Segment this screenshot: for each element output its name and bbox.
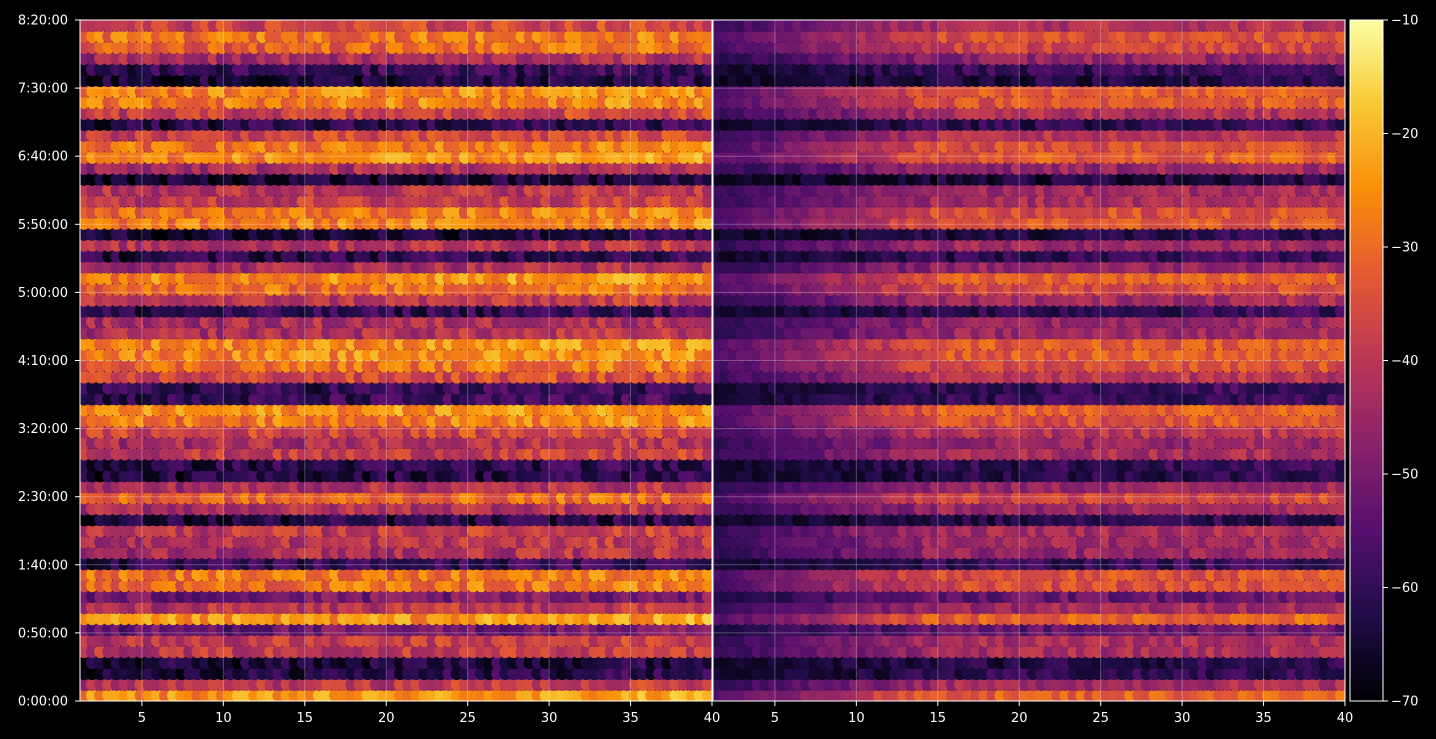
heatmap-cell — [701, 524, 712, 538]
left-heatmap-cells — [80, 20, 712, 701]
heatmap-cell — [701, 557, 712, 571]
heatmap-cell — [701, 502, 712, 516]
heatmap-cell — [701, 677, 712, 692]
heatmap-cell — [701, 590, 712, 604]
heatmap-cell — [701, 579, 712, 593]
heatmap-cell — [701, 546, 712, 560]
heatmap-cell — [701, 414, 712, 428]
heatmap-cell — [701, 644, 712, 659]
heatmap-cell — [701, 568, 712, 582]
heatmap-cell — [701, 425, 712, 439]
heatmap-cell — [701, 436, 712, 450]
heatmap-cell — [701, 458, 712, 472]
heatmap-cell — [701, 666, 712, 681]
heatmap-cell — [701, 612, 712, 626]
heatmap-cell — [701, 601, 712, 615]
heatmap-cell — [701, 491, 712, 505]
heatmap-cell — [701, 535, 712, 549]
heatmap-cell — [701, 513, 712, 527]
left-panel — [79, 19, 713, 702]
heatmap-cell — [701, 381, 712, 395]
heatmap-cell — [701, 469, 712, 483]
heatmap-cell — [701, 655, 712, 670]
heatmap-cell — [701, 480, 712, 494]
heatmap-cell — [701, 688, 712, 701]
heatmap-cell — [701, 403, 712, 417]
right-panel — [712, 19, 1346, 702]
heatmap-cell — [701, 447, 712, 461]
heatmap-cell — [701, 634, 712, 648]
heatmap-cell — [701, 623, 712, 637]
heatmap-cell — [701, 370, 712, 384]
heatmap-cell — [701, 392, 712, 406]
